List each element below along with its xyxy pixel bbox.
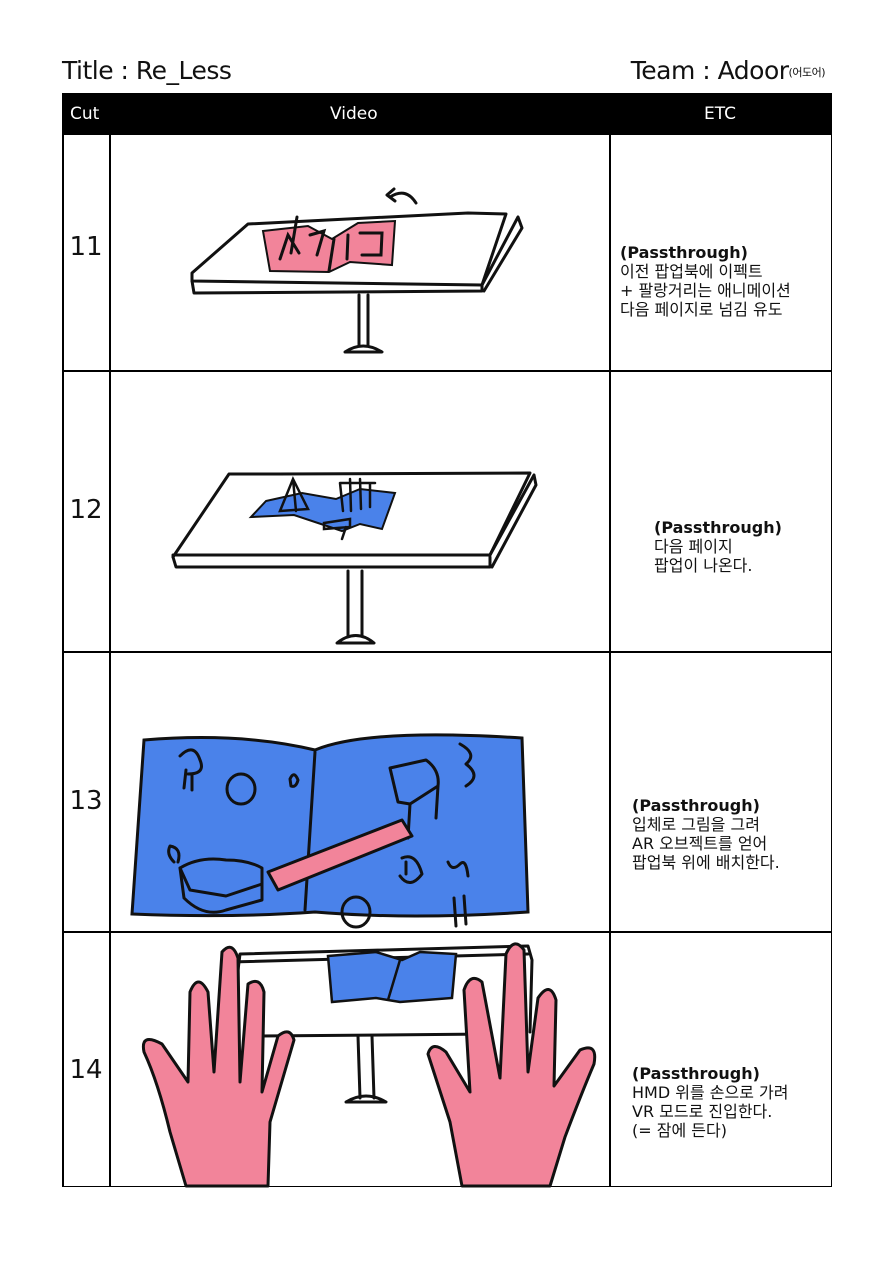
sketch-open-book-drawing [130, 733, 530, 929]
sketch-hands-covering [141, 942, 597, 1188]
col-etc-header: ETC [704, 104, 736, 124]
team-name: Team : Adoor [630, 56, 789, 85]
row-divider [62, 370, 832, 372]
cut-number: 12 [69, 495, 103, 525]
cut-number: 11 [69, 232, 103, 262]
sketch-popup-book-pink [190, 187, 524, 354]
etc-note: (Passthrough) HMD 위를 손으로 가려 VR 모드로 진입한다. … [632, 1026, 788, 1159]
cut-number: 14 [69, 1055, 103, 1085]
col-video-header: Video [330, 104, 378, 124]
sketch-popup-book-blue [171, 471, 538, 645]
storyboard-table: 11 (Passthrough) 이전 팝업북에 이펙트 + 팔랑거리는 애니메이… [62, 135, 832, 1188]
row-divider [62, 651, 832, 653]
divider-cut [109, 135, 111, 1187]
etc-text: 이전 팝업북에 이펙트 + 팔랑거리는 애니메이션 다음 페이지로 넘김 유도 [620, 262, 791, 319]
team-korean: (어도어) [788, 66, 826, 79]
col-cut-header: Cut [70, 104, 100, 124]
table-header: Cut Video ETC [62, 93, 832, 135]
divider-etc [609, 135, 611, 1187]
etc-note: (Passthrough) 이전 팝업북에 이펙트 + 팔랑거리는 애니메이션 다… [620, 205, 791, 338]
etc-text: HMD 위를 손으로 가려 VR 모드로 진입한다. (= 잠에 든다) [632, 1083, 789, 1140]
border-bottom [62, 1185, 832, 1187]
etc-text: 다음 페이지 팝업이 나온다. [654, 537, 753, 575]
etc-heading: (Passthrough) [632, 796, 760, 815]
team-label: Team : Adoor(어도어) [630, 56, 826, 85]
etc-text: 입체로 그림을 그려 AR 오브젝트를 얻어 팝업북 위에 배치한다. [632, 815, 780, 872]
row-divider [62, 931, 832, 933]
page-title: Title : Re_Less [62, 56, 232, 85]
border-left [62, 135, 64, 1187]
border-right [830, 135, 832, 1187]
etc-heading: (Passthrough) [654, 518, 782, 537]
cut-number: 13 [69, 786, 103, 816]
etc-heading: (Passthrough) [620, 243, 748, 262]
etc-heading: (Passthrough) [632, 1064, 760, 1083]
etc-note: (Passthrough) 입체로 그림을 그려 AR 오브젝트를 얻어 팝업북 … [632, 758, 780, 891]
etc-note: (Passthrough) 다음 페이지 팝업이 나온다. [654, 480, 782, 594]
